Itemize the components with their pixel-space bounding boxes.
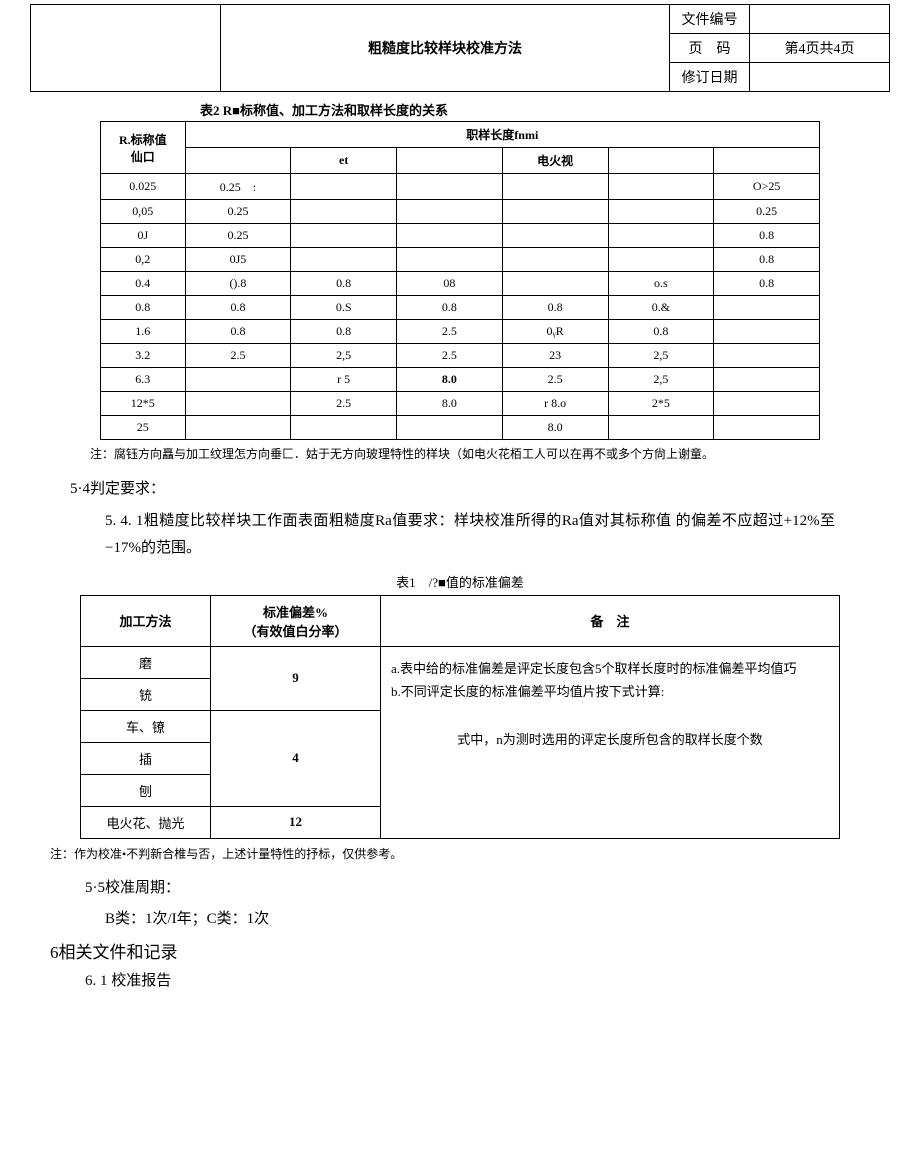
para-6-1: 6. 1 校准报告	[85, 969, 890, 990]
table2-caption: 表2 R■标称值、加工方法和取样长度的关系	[200, 100, 890, 119]
table1: 加工方法 标准偏差% （有效值白分率） 备 注 磨 9 a.表中给的标准偏差是评…	[80, 595, 840, 839]
section-5-4: 5·4判定要求：	[70, 477, 890, 498]
remark-c: 式中，n为测时选用的评定长度所包含的取样长度个数	[391, 728, 829, 751]
document-header: 粗糙度比较样块校准方法 文件编号 页 码 第4页共4页 修订日期	[30, 4, 890, 92]
rev-label: 修订日期	[670, 63, 750, 92]
doc-title: 粗糙度比较样块校准方法	[221, 5, 670, 92]
table2: R.标称值 仙口 职样长度fnmi et 电火视 0.0250.25 :O>25…	[100, 121, 820, 440]
table1-note: 注：作为校准•不判新合椎与否，上述计量特性的抒标，仅供参考。	[50, 845, 890, 862]
page-value: 第4页共4页	[750, 34, 890, 63]
para-5-5: B类：1次/I年；C类：1次	[105, 907, 890, 928]
page-label: 页 码	[670, 34, 750, 63]
section-6: 6相关文件和记录	[50, 938, 890, 963]
table2-note: 注：腐钰方向矗与加工纹理怎方向垂匚．姑于无方向玻理特性的样块（如电火花栢工人可以…	[90, 446, 890, 463]
docno-label: 文件编号	[670, 5, 750, 34]
remark-a: a.表中给的标准偏差是评定长度包含5个取样长度时的标准偏差平均值巧	[391, 657, 829, 680]
para-5-4-1: 5. 4. 1粗糙度比较样块工作面表面粗糙度Ra值要求：样块校准所得的Ra值对其…	[105, 508, 835, 562]
table1-caption: 表1 /?■值的标准偏差	[30, 572, 890, 591]
remark-b: b.不同评定长度的标准偏差平均值片按下式计算:	[391, 680, 829, 703]
section-5-5: 5·5校准周期：	[85, 876, 890, 897]
